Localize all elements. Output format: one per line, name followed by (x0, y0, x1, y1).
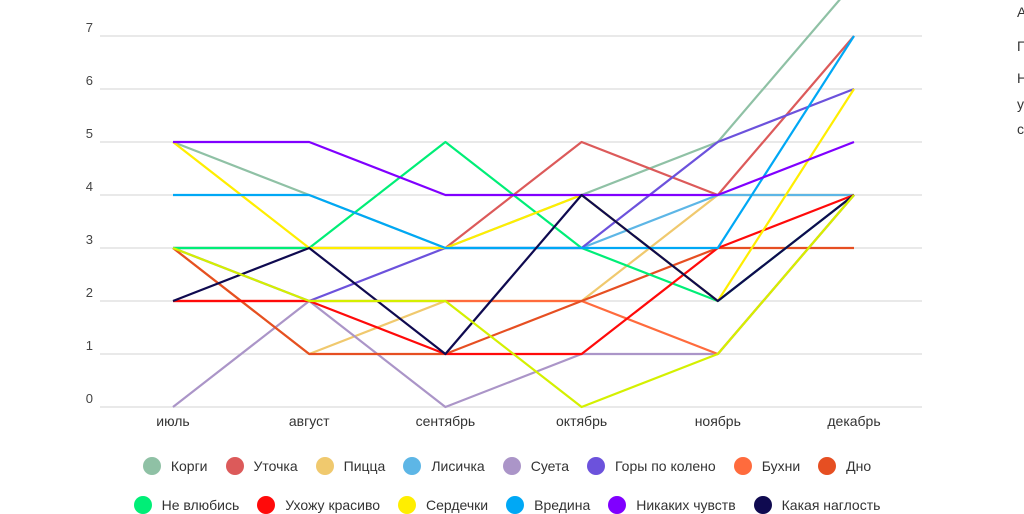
legend-label: Никаких чувств (636, 497, 736, 513)
legend-marker-icon (142, 457, 161, 475)
legend-marker-icon (753, 496, 772, 514)
side-text: с (1017, 121, 1024, 137)
legend-row: Не влюбись Ухожу красиво Сердечки Вредина Ни… (0, 496, 1014, 514)
legend-marker-icon (502, 457, 521, 475)
series-line (172, 88, 855, 303)
legend-label: Горы по колено (615, 458, 716, 474)
legend-label: Лисичка (431, 458, 485, 474)
legend-marker-icon (587, 457, 606, 475)
legend-marker-icon (506, 496, 525, 514)
legend-item[interactable]: Пицца (315, 457, 386, 475)
legend-marker-icon (133, 496, 152, 514)
y-tick-label: 3 (86, 232, 93, 247)
y-tick-label: 2 (86, 285, 93, 300)
y-tick-label: 5 (86, 126, 93, 141)
line-chart: 0 1 2 3 4 5 6 7 июль август сентябрь октябрь ноябрь… (86, 0, 922, 429)
legend-item[interactable]: Какая наглость (753, 496, 881, 514)
legend-marker-icon (257, 496, 276, 514)
legend-item[interactable]: Никаких чувств (608, 496, 736, 514)
side-text: у (1017, 96, 1024, 112)
x-tick-label: октябрь (556, 413, 607, 429)
series-line (172, 193, 855, 356)
x-tick-label: ноябрь (695, 413, 741, 429)
x-tick-label: август (289, 413, 330, 429)
legend-item[interactable]: Ухожу красиво (257, 496, 380, 514)
gridlines (100, 35, 922, 408)
legend-label: Суета (530, 458, 570, 474)
x-axis-ticks: июль август сентябрь октябрь ноябрь декабрь (156, 413, 880, 429)
legend-item[interactable]: Сердечки (398, 496, 488, 514)
legend-item[interactable]: Бухни (733, 457, 801, 475)
series-lines (172, 0, 855, 409)
legend-label: Уточка (253, 458, 298, 474)
legend-label: Пицца (343, 458, 386, 474)
y-tick-label: 1 (86, 338, 93, 353)
legend-label: Дно (846, 458, 872, 474)
legend-item[interactable]: Дно (818, 457, 871, 475)
y-tick-label: 7 (86, 20, 93, 35)
legend-item[interactable]: Не влюбись (133, 496, 240, 514)
legend-marker-icon (818, 457, 837, 475)
series-line (172, 246, 854, 356)
side-text: А (1017, 4, 1024, 20)
y-tick-label: 0 (86, 391, 93, 406)
legend-label: Какая наглость (781, 497, 881, 513)
legend-item[interactable]: Уточка (225, 457, 298, 475)
legend-item[interactable]: Горы по колено (587, 457, 716, 475)
legend-label: Вредина (534, 497, 591, 513)
legend-marker-icon (733, 457, 752, 475)
legend-row: Корги Уточка Пицца Лисичка Суета Горы по коле… (0, 457, 1014, 475)
legend-label: Ухожу красиво (285, 497, 381, 513)
x-tick-label: декабрь (827, 413, 880, 429)
y-tick-label: 6 (86, 73, 93, 88)
x-tick-label: июль (156, 413, 189, 429)
series-line (173, 140, 855, 197)
legend-marker-icon (398, 496, 417, 514)
legend-marker-icon (225, 457, 244, 475)
y-tick-label: 4 (86, 179, 93, 194)
legend-label: Не влюбись (161, 497, 240, 513)
series-line (173, 35, 855, 250)
side-text: Н (1017, 70, 1024, 86)
legend-marker-icon (315, 457, 334, 475)
legend-marker-icon (608, 496, 627, 514)
side-text: П (1017, 38, 1024, 54)
legend-item[interactable]: Вредина (506, 496, 590, 514)
legend-item[interactable]: Лисичка (403, 457, 485, 475)
legend-label: Бухни (761, 458, 801, 474)
y-axis-ticks: 0 1 2 3 4 5 6 7 (86, 20, 93, 406)
x-tick-label: сентябрь (416, 413, 476, 429)
legend-item[interactable]: Корги (142, 457, 208, 475)
series-line (172, 0, 841, 250)
legend-item[interactable]: Суета (502, 457, 570, 475)
series-line (172, 194, 855, 409)
legend-label: Корги (170, 458, 208, 474)
legend-marker-icon (403, 457, 422, 475)
legend-label: Сердечки (426, 497, 489, 513)
